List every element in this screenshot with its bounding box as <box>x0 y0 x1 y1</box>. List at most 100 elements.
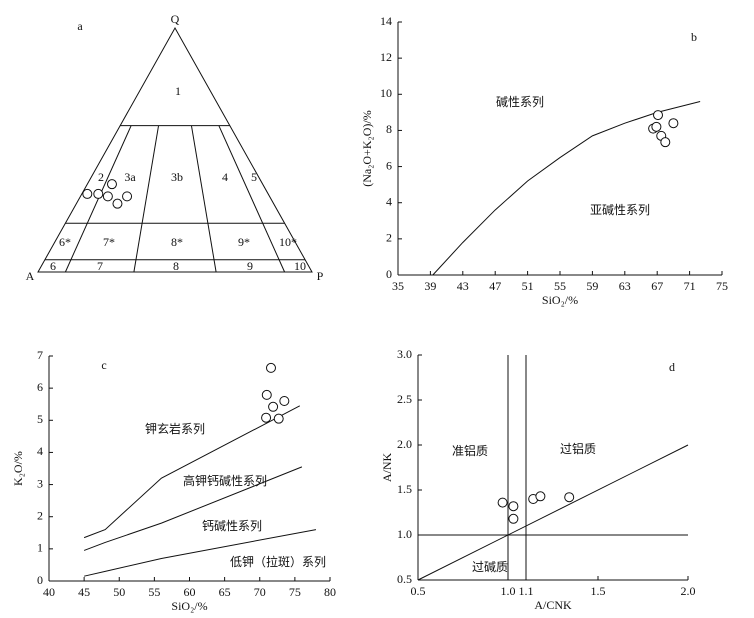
y-tick-label: 4 <box>37 444 43 458</box>
sample-point <box>508 513 519 524</box>
y-axis-label: A/NK <box>380 453 394 483</box>
panel-label: b <box>691 30 697 44</box>
x-tick-label: 40 <box>43 585 55 599</box>
sample-point <box>102 191 113 202</box>
field-label: 7* <box>103 235 115 249</box>
field-annotation: 亚碱性系列 <box>590 203 650 217</box>
vertex-label: A <box>26 269 35 283</box>
y-tick-label: 4 <box>386 194 392 208</box>
sample-point <box>82 188 93 199</box>
x-tick-label: 0.5 <box>411 584 426 598</box>
x-tick-label: 60 <box>184 585 196 599</box>
field-label: 8 <box>173 259 179 273</box>
y-tick-label: 0 <box>37 573 43 587</box>
sample-point <box>112 198 123 209</box>
y-tick-label: 1.5 <box>397 482 412 496</box>
panel-label: d <box>669 360 675 374</box>
field-label: 7 <box>97 259 103 273</box>
panel-label: a <box>77 19 83 33</box>
sample-point <box>653 110 664 121</box>
x-tick-label: 39 <box>424 279 436 293</box>
x-tick-label: 55 <box>148 585 160 599</box>
y-tick-label: 12 <box>380 50 392 64</box>
sample-point <box>122 191 133 202</box>
field-annotation: 过铝质 <box>560 441 596 456</box>
sample-point <box>660 137 671 148</box>
y-tick-label: 10 <box>380 86 392 100</box>
x-tick-label: 1.1 <box>519 584 534 598</box>
x-tick-label: 75 <box>716 279 728 293</box>
sample-point <box>261 389 272 400</box>
y-tick-label: 3.0 <box>397 347 412 361</box>
field-label: 5 <box>251 170 257 184</box>
field-label: 9* <box>238 235 250 249</box>
x-tick-label: 1.0 <box>501 584 516 598</box>
y-tick-label: 5 <box>37 412 43 426</box>
sample-point <box>273 413 284 424</box>
field-annotation: 低钾（拉斑）系列 <box>230 554 326 569</box>
x-tick-label: 43 <box>457 279 469 293</box>
x-axis-label: SiO₂/% <box>542 293 578 307</box>
field-label: 6 <box>50 259 56 273</box>
sample-point <box>261 412 272 423</box>
field-label: 10 <box>294 259 306 273</box>
y-tick-label: 14 <box>380 14 392 28</box>
field-label: 8* <box>171 235 183 249</box>
sample-point <box>279 396 290 406</box>
panel-label: c <box>101 358 106 372</box>
y-tick-label: 1 <box>37 541 43 555</box>
vertex-label: P <box>317 269 324 283</box>
x-tick-label: 55 <box>554 279 566 293</box>
y-tick-label: 3 <box>37 476 43 490</box>
field-boundary <box>190 125 217 273</box>
field-label: 9 <box>247 259 253 273</box>
field-label: 10* <box>279 235 297 249</box>
boundary-line <box>432 101 701 276</box>
sample-point <box>564 492 575 503</box>
boundary-line <box>417 444 689 581</box>
sample-point <box>265 362 276 373</box>
x-tick-label: 63 <box>619 279 631 293</box>
y-tick-label: 0.5 <box>397 572 412 586</box>
field-annotation: 钙碱性系列 <box>202 519 262 533</box>
x-tick-label: 2.0 <box>681 584 696 598</box>
sample-point <box>651 121 662 132</box>
vertex-label: Q <box>171 12 180 26</box>
x-tick-label: 45 <box>78 585 90 599</box>
field-label: 3b <box>171 170 183 184</box>
field-boundary <box>218 125 286 273</box>
y-tick-label: 1.0 <box>397 527 412 541</box>
x-tick-label: 71 <box>684 279 696 293</box>
field-label: 3a <box>124 170 136 184</box>
sample-point <box>497 497 508 508</box>
sample-point <box>668 118 679 129</box>
sample-point <box>106 179 117 190</box>
x-tick-label: 47 <box>489 279 501 293</box>
y-tick-label: 8 <box>386 122 392 136</box>
x-tick-label: 70 <box>254 585 266 599</box>
field-label: 1 <box>175 84 181 98</box>
y-tick-label: 6 <box>386 158 392 172</box>
y-tick-label: 2 <box>386 231 392 245</box>
y-axis-label: (Na₂O+K₂O)/% <box>360 110 374 186</box>
x-tick-label: 51 <box>522 279 534 293</box>
x-axis-label: SiO₂/% <box>171 599 207 613</box>
boundary-line <box>83 466 303 551</box>
sample-point <box>93 188 104 199</box>
y-tick-label: 2.0 <box>397 437 412 451</box>
x-tick-label: 65 <box>219 585 231 599</box>
field-annotation: 钾玄岩系列 <box>145 421 205 436</box>
x-tick-label: 59 <box>586 279 598 293</box>
boundary-line <box>83 405 301 539</box>
y-tick-label: 2 <box>37 508 43 522</box>
x-tick-label: 50 <box>113 585 125 599</box>
field-annotation: 准铝质 <box>452 443 488 458</box>
sample-point <box>535 491 546 502</box>
x-tick-label: 67 <box>651 279 663 293</box>
sample-point <box>508 501 519 512</box>
y-tick-label: 6 <box>37 380 43 394</box>
sample-point <box>268 401 279 412</box>
y-tick-label: 2.5 <box>397 392 412 406</box>
field-label: 4 <box>222 170 228 184</box>
x-tick-label: 35 <box>392 279 404 293</box>
